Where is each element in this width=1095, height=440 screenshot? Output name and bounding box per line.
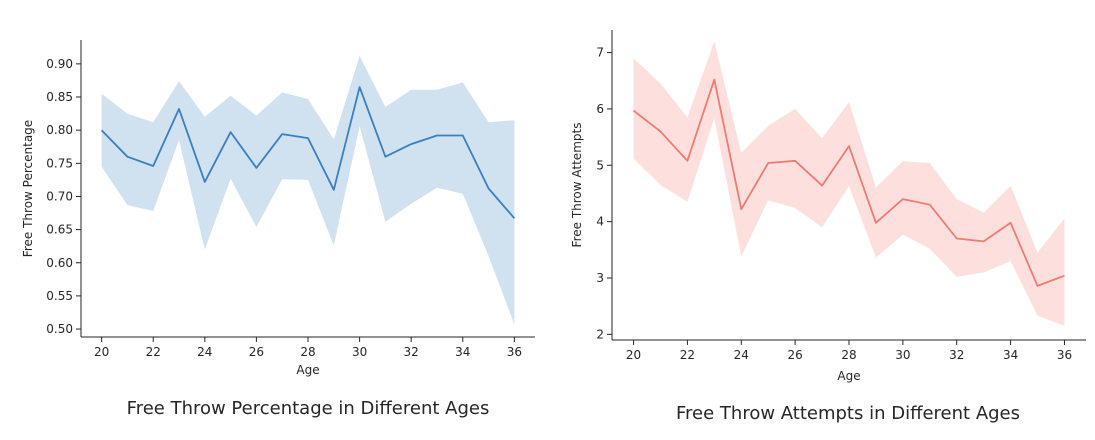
x-tick-label: 24 bbox=[197, 345, 212, 359]
x-tick-label: 34 bbox=[455, 345, 470, 359]
x-tick-label: 20 bbox=[626, 348, 641, 362]
y-tick-label: 6 bbox=[596, 102, 604, 116]
series-line bbox=[632, 78, 1065, 287]
y-tick-label: 0.90 bbox=[46, 57, 73, 71]
chart-panel-ft-attempts: 20 22 24 26 28 30 32 34 36 2 3 4 5 6 7 Age Free Throw At… bbox=[548, 0, 1095, 440]
chart-title: Free Throw Percentage in Different Ages bbox=[126, 398, 490, 419]
series-line bbox=[100, 86, 516, 219]
x-tick-label: 36 bbox=[507, 345, 522, 359]
x-tick-label: 24 bbox=[734, 348, 749, 362]
y-tick-label: 0.55 bbox=[46, 289, 73, 303]
y-tick-label: 0.85 bbox=[46, 90, 73, 104]
confidence-band bbox=[101, 55, 515, 325]
x-tick-label: 22 bbox=[680, 348, 695, 362]
x-tick-label: 28 bbox=[841, 348, 856, 362]
confidence-band bbox=[633, 41, 1065, 326]
x-axis-title: Age bbox=[837, 369, 860, 383]
chart-ft-percentage-svg: 20 22 24 26 28 30 32 34 36 0.50 0.55 0.60 0.65 0.70 0.… bbox=[21, 40, 535, 377]
y-tick-label: 0.80 bbox=[46, 123, 73, 137]
x-tick-label: 22 bbox=[146, 345, 161, 359]
x-tick-label: 34 bbox=[1003, 348, 1018, 362]
x-tick-label: 26 bbox=[787, 348, 802, 362]
y-tick-label: 0.65 bbox=[46, 223, 73, 237]
y-tick-label: 0.50 bbox=[46, 322, 73, 336]
chart-panel-ft-percentage: 20 22 24 26 28 30 32 34 36 0.50 0.55 0.60 0.65 0.70 0.… bbox=[21, 40, 535, 419]
y-tick-label: 5 bbox=[596, 158, 604, 172]
x-tick-label: 30 bbox=[352, 345, 367, 359]
x-tick-label: 30 bbox=[895, 348, 910, 362]
y-tick-label: 7 bbox=[596, 46, 604, 60]
x-axis-title: Age bbox=[296, 363, 319, 377]
y-tick-label: 4 bbox=[596, 215, 604, 229]
x-tick-label: 36 bbox=[1057, 348, 1072, 362]
chart-title: Free Throw Attempts in Different Ages bbox=[675, 403, 1021, 424]
x-tick-label: 32 bbox=[949, 348, 964, 362]
x-tick-label: 32 bbox=[404, 345, 419, 359]
x-tick-label: 20 bbox=[94, 345, 109, 359]
y-tick-label: 0.70 bbox=[46, 189, 73, 203]
y-tick-label: 0.60 bbox=[46, 256, 73, 270]
y-tick-label: 3 bbox=[596, 271, 604, 285]
y-axis-title: Free Throw Attempts bbox=[570, 123, 584, 248]
y-tick-label: 0.75 bbox=[46, 156, 73, 170]
x-tick-label: 28 bbox=[300, 345, 315, 359]
x-tick-label: 26 bbox=[249, 345, 264, 359]
y-axis-title: Free Throw Percentage bbox=[21, 120, 35, 257]
y-tick-label: 2 bbox=[596, 327, 604, 341]
